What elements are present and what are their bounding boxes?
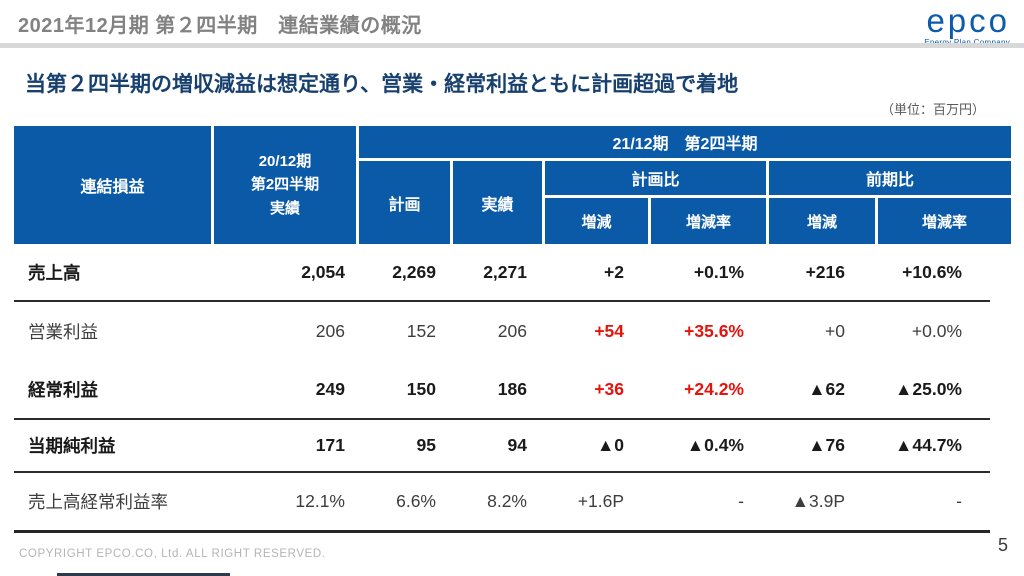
table-cell: +0.0% — [911, 321, 962, 341]
table-cell: 206 — [315, 321, 345, 341]
table-cell: +1.6P — [577, 491, 624, 511]
header-divider — [0, 43, 1024, 48]
table-cell: ▲25.0% — [895, 379, 962, 399]
table-body: 売上高 2,054 2,269 2,271 +2 +0.1% +216 +10.… — [14, 244, 990, 533]
table-header: 連結損益 20/12期 第2四半期 実績 21/12期 第2四半期 計画 実績 … — [14, 126, 1011, 244]
table-row-sales: 売上高 2,054 2,269 2,271 +2 +0.1% +216 +10.… — [14, 244, 990, 302]
table-cell: 6.6% — [396, 491, 436, 511]
table-cell: 95 — [416, 435, 436, 455]
table-cell: +10.6% — [902, 261, 962, 282]
col-header-pl: 連結損益 — [14, 126, 211, 244]
epco-logo: epco Energy Plan Company — [924, 4, 1010, 47]
table-row-operating-income: 営業利益 206 152 206 +54 +35.6% +0 +0.0% — [14, 302, 990, 361]
table-cell: +35.6% — [684, 321, 744, 341]
col-header-vs-prev-diff: 増減 — [769, 198, 875, 244]
row-label: 売上高 — [28, 262, 81, 283]
table-row-ordinary-margin: 売上高経常利益率 12.1% 6.6% 8.2% +1.6P - ▲3.9P - — [14, 473, 990, 530]
copyright-text: COPYRIGHT EPCO.CO, Ltd. ALL RIGHT RESERV… — [19, 548, 326, 560]
table-cell: 186 — [497, 379, 527, 399]
table-cell: 2,269 — [392, 261, 436, 282]
col-header-plan: 計画 — [359, 161, 450, 244]
table-cell: +216 — [805, 261, 845, 282]
table-cell: - — [956, 491, 962, 511]
row-label: 営業利益 — [28, 322, 98, 342]
table-cell: ▲0.4% — [686, 435, 744, 455]
col-header-current-period: 21/12期 第2四半期 — [359, 126, 1011, 158]
table-cell: 152 — [406, 321, 436, 341]
table-cell: +36 — [594, 379, 624, 399]
page-title: 2021年12月期 第２四半期 連結業績の概況 — [18, 15, 422, 37]
table-cell: 206 — [497, 321, 527, 341]
col-header-vs-prev: 前期比 — [769, 161, 1011, 195]
table-cell: ▲3.9P — [791, 491, 845, 511]
table-row-ordinary-income: 経常利益 249 150 186 +36 +24.2% ▲62 ▲25.0% — [14, 361, 990, 420]
col-header-vs-prev-rate: 増減率 — [878, 198, 1011, 244]
table-cell: ▲62 — [808, 379, 845, 399]
table-cell: 12.1% — [295, 491, 345, 511]
table-cell: ▲44.7% — [895, 435, 962, 455]
table-cell: ▲0 — [596, 435, 624, 455]
table-cell: - — [738, 491, 744, 511]
table-cell: +24.2% — [684, 379, 744, 399]
table-cell: 8.2% — [487, 491, 527, 511]
unit-note: （単位：百万円） — [880, 102, 985, 117]
table-cell: +0.1% — [693, 261, 744, 282]
table-cell: 94 — [507, 435, 527, 455]
table-cell: 249 — [315, 379, 345, 399]
results-table: 連結損益 20/12期 第2四半期 実績 21/12期 第2四半期 計画 実績 … — [14, 126, 1011, 533]
col-header-actual: 実績 — [453, 161, 542, 244]
col-header-vs-plan: 計画比 — [545, 161, 766, 195]
table-cell: ▲76 — [808, 435, 845, 455]
table-row-net-income: 当期純利益 171 95 94 ▲0 ▲0.4% ▲76 ▲44.7% — [14, 420, 990, 473]
page-number: 5 — [997, 535, 1008, 555]
table-cell: +2 — [604, 261, 624, 282]
slide-title: 当第２四半期の増収減益は想定通り、営業・経常利益ともに計画超過で着地 — [25, 73, 739, 96]
col-header-vs-plan-diff: 増減 — [545, 198, 648, 244]
row-label: 当期純利益 — [28, 436, 116, 456]
row-label: 経常利益 — [28, 380, 98, 400]
epco-logo-tagline: Energy Plan Company — [924, 39, 1010, 47]
col-header-prev-actual: 20/12期 第2四半期 実績 — [214, 126, 356, 244]
epco-logo-text: epco — [926, 2, 1010, 39]
bottom-accent-bar — [57, 573, 230, 576]
table-cell: 2,054 — [301, 261, 345, 282]
table-cell: 150 — [406, 379, 436, 399]
table-cell: 2,271 — [483, 261, 527, 282]
table-cell: +54 — [594, 321, 624, 341]
table-cell: +0 — [825, 321, 845, 341]
row-label: 売上高経常利益率 — [28, 492, 168, 512]
table-cell: 171 — [315, 435, 345, 455]
col-header-vs-plan-rate: 増減率 — [651, 198, 766, 244]
